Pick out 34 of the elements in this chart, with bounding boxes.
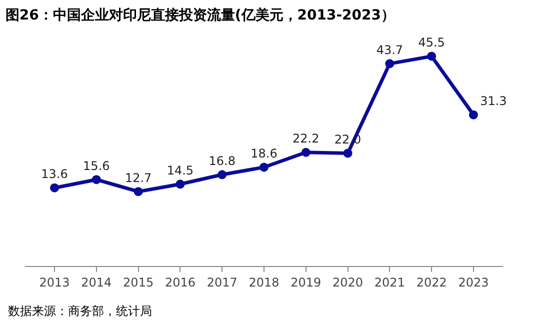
data-label: 45.5 bbox=[418, 36, 445, 50]
chart-title: 图26：中国企业对印尼直接投资流量(亿美元，2013-2023） bbox=[5, 6, 396, 24]
data-label: 13.6 bbox=[41, 167, 68, 182]
x-tick-label: 2021 bbox=[374, 275, 405, 290]
point bbox=[218, 170, 227, 180]
x-tick-label: 2018 bbox=[248, 275, 280, 290]
data-label: 22.2 bbox=[292, 132, 320, 146]
data-label: 12.7 bbox=[124, 170, 152, 185]
x-tick-label: 2016 bbox=[164, 275, 196, 290]
x-tick-label: 2015 bbox=[123, 275, 154, 290]
data-label: 43.7 bbox=[376, 43, 404, 58]
point bbox=[427, 52, 436, 61]
point bbox=[468, 110, 478, 120]
point bbox=[134, 187, 143, 196]
point bbox=[385, 59, 394, 68]
data-label: 15.6 bbox=[83, 158, 110, 173]
x-tick-label: 2022 bbox=[416, 275, 447, 290]
x-tick-label: 2020 bbox=[332, 275, 364, 290]
x-tick-label: 2014 bbox=[81, 275, 112, 290]
point bbox=[92, 175, 101, 184]
point bbox=[260, 162, 268, 172]
x-tick-label: 2013 bbox=[39, 275, 70, 290]
data-label: 18.6 bbox=[250, 146, 278, 161]
x-tick-label: 2023 bbox=[458, 275, 489, 290]
point bbox=[176, 180, 185, 189]
point bbox=[301, 148, 310, 157]
point bbox=[50, 183, 60, 192]
data-label: 31.3 bbox=[480, 94, 507, 108]
source-note: 数据来源：商务部，统计局 bbox=[8, 304, 152, 318]
data-label: 14.5 bbox=[166, 164, 194, 178]
x-tick-label: 2017 bbox=[206, 275, 238, 290]
point bbox=[343, 148, 352, 158]
data-label: 16.8 bbox=[208, 154, 236, 168]
x-tick-label: 2019 bbox=[290, 275, 322, 290]
